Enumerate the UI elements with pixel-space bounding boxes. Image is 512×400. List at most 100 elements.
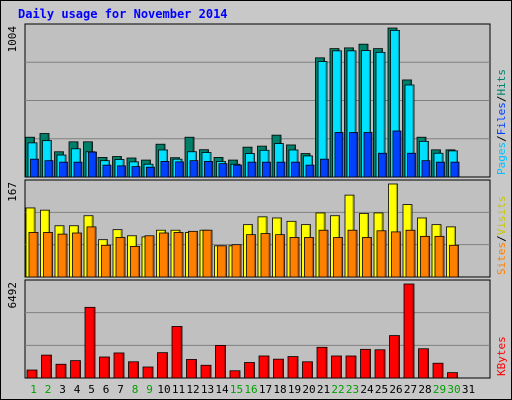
pages-bar-shade xyxy=(297,162,300,177)
day-tick-label: 20 xyxy=(302,383,315,396)
pages-bar xyxy=(450,161,460,178)
kbytes-bar-shade xyxy=(180,326,182,378)
kbytes-bar-shade xyxy=(325,347,327,378)
kbytes-bar-shade xyxy=(107,357,110,378)
sites-bar-shade xyxy=(398,232,401,277)
kbytes-bar xyxy=(200,364,212,379)
sites-bar-shade xyxy=(181,232,183,277)
sites-bar xyxy=(28,232,39,278)
files-bar-shade xyxy=(281,144,284,177)
sites-bar xyxy=(304,237,314,278)
sites-bar xyxy=(57,233,68,278)
sites-bar-shade xyxy=(442,236,444,277)
kbytes-bar xyxy=(84,306,96,379)
pages-bar xyxy=(117,165,126,178)
kbytes-bar-shade xyxy=(209,365,211,378)
pages-bar xyxy=(247,161,257,178)
pages-bar-shade xyxy=(442,162,445,177)
kbytes-bar-shade xyxy=(165,353,168,378)
series-side-label: KBytes xyxy=(495,336,508,376)
sites-bar xyxy=(188,230,198,278)
sites-bar-shade xyxy=(166,233,169,277)
sites-bar-shade xyxy=(456,245,459,277)
kbytes-bar xyxy=(331,355,342,379)
pages-bar-shade xyxy=(355,132,358,177)
pages-bar-shade xyxy=(384,153,387,177)
pages-bar-shade xyxy=(268,162,271,177)
sites-bar xyxy=(246,234,256,278)
kbytes-bar-shade xyxy=(151,367,153,378)
day-tick-label: 18 xyxy=(273,383,286,396)
pages-bar-shade xyxy=(428,161,430,177)
sites-bar-shade xyxy=(427,236,430,277)
day-tick-label: 25 xyxy=(375,383,388,396)
kbytes-bar xyxy=(99,356,110,379)
kbytes-bar xyxy=(258,355,270,379)
pages-bar xyxy=(44,160,54,178)
kbytes-bar-shade xyxy=(296,357,298,378)
kbytes-bar xyxy=(157,352,168,379)
kbytes-bar-shade xyxy=(194,359,197,378)
kbytes-bar-shade xyxy=(49,355,52,378)
sites-bar xyxy=(289,237,300,278)
kbytes-bar xyxy=(302,361,313,379)
day-tick-label: 28 xyxy=(418,383,431,396)
pages-bar-shade xyxy=(370,132,372,177)
kbytes-bar xyxy=(26,369,38,379)
files-bar-shade xyxy=(412,85,414,177)
day-tick-label: 2 xyxy=(45,383,52,396)
kbytes-bar xyxy=(244,362,255,379)
sites-bar xyxy=(173,232,184,278)
sites-bar-shade xyxy=(326,230,328,277)
day-tick-label: 29 xyxy=(433,383,446,396)
y-max-label: 167 xyxy=(6,182,19,202)
pages-bar xyxy=(131,166,141,178)
pages-bar xyxy=(233,164,242,178)
day-tick-label: 31 xyxy=(462,383,475,396)
kbytes-bar xyxy=(215,345,226,379)
pages-bar-shade xyxy=(167,161,169,177)
day-tick-label: 11 xyxy=(172,383,185,396)
visits-bar-shade xyxy=(395,184,398,277)
kbytes-bar-shade xyxy=(35,370,37,378)
pages-bar-shade xyxy=(80,162,82,177)
sites-bar xyxy=(275,234,285,278)
day-tick-label: 26 xyxy=(389,383,402,396)
day-tick-label: 24 xyxy=(360,383,374,396)
day-tick-label: 14 xyxy=(215,383,229,396)
sites-bar-shade xyxy=(297,237,299,277)
pages-bar xyxy=(59,161,68,178)
pages-bar-shade xyxy=(254,162,256,177)
sites-bar-shade xyxy=(152,236,154,277)
sites-bar xyxy=(86,226,97,278)
kbytes-bar-shade xyxy=(383,350,385,378)
kbytes-bar xyxy=(316,346,328,379)
kbytes-bar xyxy=(389,335,400,379)
kbytes-bar xyxy=(229,370,241,379)
sites-bar-shade xyxy=(340,237,343,277)
pages-bar xyxy=(392,130,402,178)
day-tick-label: 13 xyxy=(201,383,214,396)
pages-bar-shade xyxy=(152,167,155,177)
sites-bar xyxy=(115,237,126,278)
kbytes-bar xyxy=(142,366,154,379)
kbytes-bar xyxy=(403,283,415,379)
sites-bar-shade xyxy=(311,237,314,277)
day-tick-label: 27 xyxy=(404,383,417,396)
sites-bar xyxy=(333,237,343,278)
sites-bar-shade xyxy=(282,235,285,277)
kbytes-bar-shade xyxy=(354,356,356,378)
day-tick-label: 15 xyxy=(230,383,243,396)
pages-bar-shade xyxy=(210,161,213,177)
sites-bar-shade xyxy=(137,246,140,277)
pages-bar-shade xyxy=(94,152,97,177)
pages-bar-shade xyxy=(196,161,198,177)
sites-bar-shade xyxy=(123,237,125,277)
files-bar-shade xyxy=(368,51,371,177)
series-side-label: Pages/Files/Hits xyxy=(495,69,508,175)
sites-bar-shade xyxy=(224,246,227,277)
kbytes-bar xyxy=(41,354,52,379)
files-bar-shade xyxy=(383,52,385,177)
pages-bar-shade xyxy=(138,167,140,177)
